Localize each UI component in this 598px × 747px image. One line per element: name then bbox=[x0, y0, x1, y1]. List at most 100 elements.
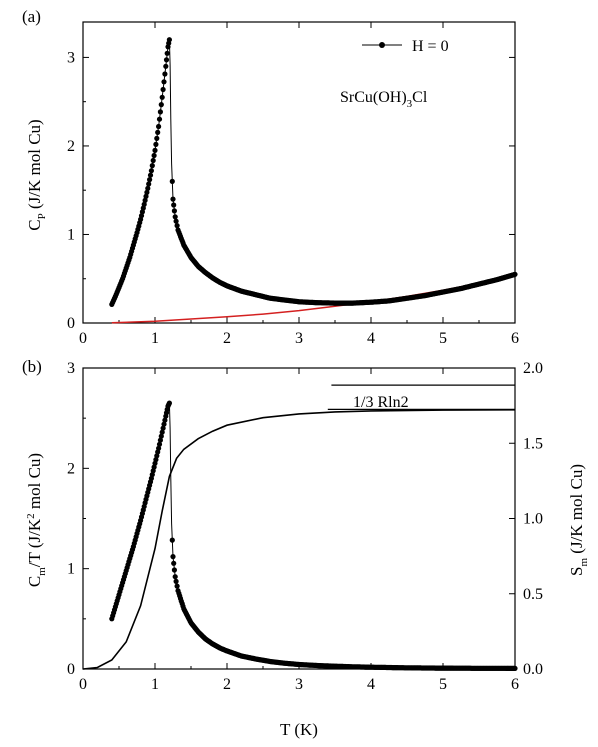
data-point bbox=[512, 271, 518, 277]
data-point bbox=[162, 417, 168, 423]
data-point bbox=[156, 445, 162, 451]
data-point bbox=[153, 141, 159, 147]
y2-tick-label: 2.0 bbox=[523, 360, 543, 377]
y2-tick-label: 1.0 bbox=[523, 511, 543, 528]
data-point bbox=[161, 421, 167, 427]
data-point bbox=[163, 63, 169, 69]
data-point bbox=[151, 152, 157, 159]
x-tick-label: 3 bbox=[295, 676, 303, 693]
x-tick-label: 2 bbox=[223, 676, 231, 693]
data-point bbox=[154, 135, 160, 141]
sm-main: S bbox=[567, 567, 586, 576]
cm-series-line bbox=[111, 402, 516, 669]
y2-tick-label: 0.5 bbox=[523, 586, 543, 603]
cm-mid: /T (J/K bbox=[25, 518, 44, 567]
data-point bbox=[166, 400, 172, 406]
panel-b-ylabel: Cm/T (J/K2 mol Cu) bbox=[25, 453, 48, 587]
y-tick-label: 1 bbox=[67, 226, 75, 243]
data-point bbox=[150, 157, 156, 164]
panel-a-label: (a) bbox=[22, 7, 41, 26]
cp-sub: P bbox=[36, 213, 48, 219]
data-point bbox=[171, 208, 177, 214]
data-point bbox=[143, 193, 149, 199]
data-point bbox=[158, 433, 164, 439]
y-tick-label: 2 bbox=[67, 138, 75, 155]
y-tick-label: 0 bbox=[67, 661, 75, 678]
data-point bbox=[172, 214, 178, 220]
cm-sub: m bbox=[36, 567, 48, 576]
data-point bbox=[171, 567, 177, 573]
formula-tail: Cl bbox=[412, 89, 428, 106]
x-tick-label: 1 bbox=[151, 676, 159, 693]
x-axis-label: T (K) bbox=[280, 720, 318, 739]
rln2-label: 1/3 Rln2 bbox=[353, 394, 409, 411]
x-tick-label: 4 bbox=[367, 676, 375, 693]
x-tick-label: 6 bbox=[511, 330, 519, 347]
data-point bbox=[147, 172, 154, 178]
data-point bbox=[169, 537, 175, 543]
cm-tail: mol Cu) bbox=[25, 453, 44, 513]
data-point bbox=[145, 185, 151, 191]
x-tick-label: 5 bbox=[439, 330, 447, 347]
x-tick-label: 2 bbox=[223, 330, 231, 347]
cp-main: C bbox=[25, 219, 44, 230]
panel-a-data-points bbox=[109, 37, 518, 307]
x-tick-label: 3 bbox=[295, 330, 303, 347]
data-point bbox=[155, 129, 161, 135]
entropy-curve bbox=[82, 409, 516, 670]
legend: H = 0 bbox=[362, 38, 449, 55]
entropy-line bbox=[82, 409, 516, 670]
data-point bbox=[157, 109, 163, 115]
panel-a-ticks: 0 1 2 3 4 5 6 0 1 2 3 bbox=[67, 22, 519, 347]
data-point bbox=[160, 425, 166, 431]
panel-b-label: (b) bbox=[22, 357, 42, 376]
y-tick-label: 3 bbox=[67, 360, 75, 377]
x-tick-label: 5 bbox=[439, 676, 447, 693]
y2-tick-label: 1.5 bbox=[523, 435, 543, 452]
data-point bbox=[163, 57, 170, 63]
data-point bbox=[141, 201, 147, 207]
cm-main: C bbox=[25, 576, 44, 587]
data-point bbox=[169, 178, 175, 184]
legend-marker bbox=[379, 42, 385, 48]
data-point bbox=[149, 163, 155, 169]
data-point bbox=[159, 94, 165, 100]
data-point bbox=[146, 181, 152, 187]
data-point bbox=[142, 197, 148, 203]
data-point bbox=[147, 177, 153, 183]
data-point bbox=[171, 560, 177, 566]
data-point bbox=[166, 37, 172, 43]
data-point bbox=[159, 429, 165, 435]
x-tick-label: 4 bbox=[367, 330, 375, 347]
data-point bbox=[152, 147, 158, 153]
data-point bbox=[512, 665, 518, 672]
data-point bbox=[160, 86, 166, 93]
x-tick-label: 6 bbox=[511, 676, 519, 693]
formula-main: SrCu(OH) bbox=[340, 89, 407, 106]
x-tick-label: 0 bbox=[79, 330, 87, 347]
panel-a-ylabel: CP (J/K mol Cu) bbox=[25, 119, 48, 230]
y-tick-label: 3 bbox=[67, 49, 75, 66]
x-tick-label: 0 bbox=[79, 676, 87, 693]
data-point bbox=[173, 218, 179, 224]
data-point bbox=[170, 196, 176, 202]
h0-series-line bbox=[111, 39, 516, 305]
y-tick-label: 2 bbox=[67, 460, 75, 477]
cp-tail: (J/K mol Cu) bbox=[25, 119, 44, 213]
data-point bbox=[174, 583, 180, 589]
data-point bbox=[162, 71, 168, 77]
data-point bbox=[158, 102, 164, 108]
y2-tick-label: 0.0 bbox=[523, 661, 543, 678]
y-tick-label: 1 bbox=[67, 561, 75, 578]
data-point bbox=[157, 437, 163, 443]
data-point bbox=[144, 189, 150, 195]
formula-sub: 3 bbox=[407, 98, 413, 110]
legend-label: H = 0 bbox=[412, 38, 449, 55]
panel-b-ticks: 0 1 2 3 4 5 6 0 1 2 3 0.0 0.5 1.0 1.5 2.0 bbox=[67, 360, 543, 693]
panel-b-data-points bbox=[109, 400, 518, 672]
data-point bbox=[170, 554, 176, 560]
panel-b-data-line bbox=[111, 402, 516, 669]
y-tick-label: 0 bbox=[67, 315, 75, 332]
